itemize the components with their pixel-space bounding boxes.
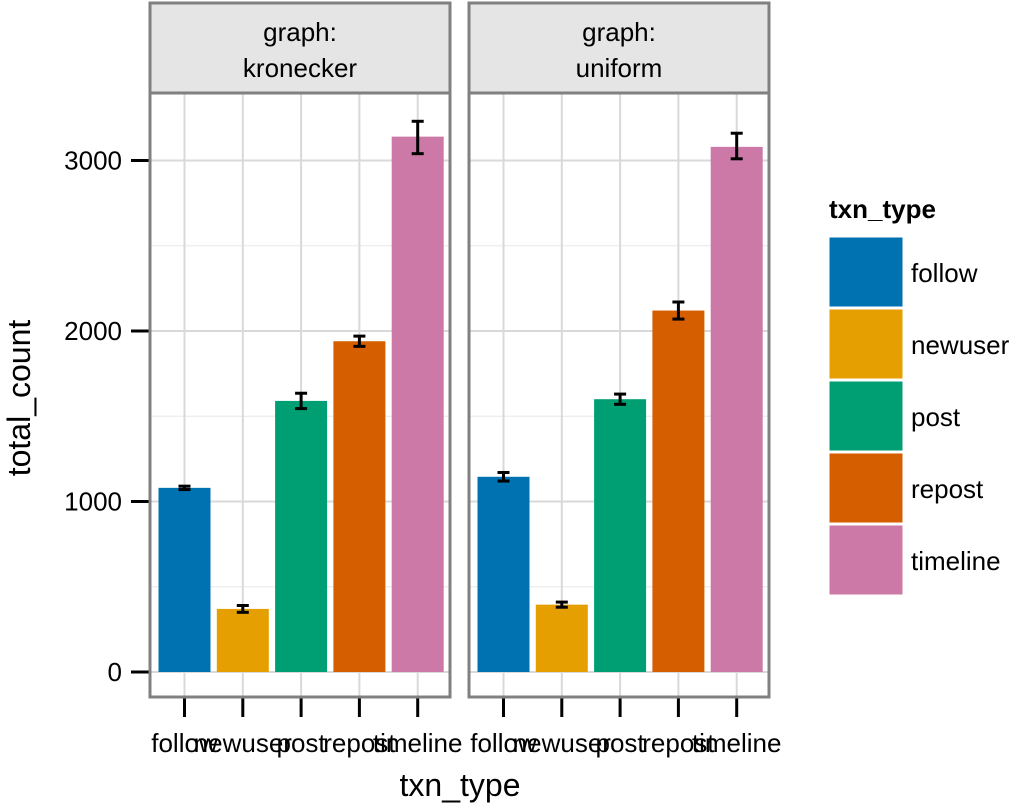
bar-post (594, 399, 647, 672)
y-axis-title: total_count (1, 320, 37, 477)
facet-panel-0: graph: kronecker follownewuserpostrepostti… (148, 1, 463, 758)
facet-strip (148, 1, 452, 95)
error-bar-post (295, 391, 308, 411)
x-axis-title: txn_type (400, 767, 521, 803)
x-tick-label: repost (642, 728, 715, 758)
facet-strip-label: graph: (263, 17, 337, 47)
bar-follow (477, 476, 530, 672)
facet-strip-label: uniform (576, 53, 663, 83)
error-bar-timeline (730, 131, 743, 161)
x-tick-label: post (277, 728, 327, 758)
legend-label: repost (911, 474, 984, 504)
legend-key-follow (828, 236, 904, 308)
legend-key-post (828, 380, 904, 452)
error-bar-newuser (236, 604, 249, 614)
bar-newuser (216, 608, 269, 672)
x-tick-label: follow (151, 728, 218, 758)
x-tick-label: follow (470, 728, 537, 758)
x-tick-label: newuser (194, 728, 293, 758)
x-tick-label: timeline (692, 728, 782, 758)
facet-panel-1: graph: uniform follownewuserpostreposttime… (467, 1, 782, 758)
legend-title: txn_type (829, 194, 936, 224)
facet-strip-label: graph: (582, 17, 656, 47)
error-bar-repost (353, 334, 366, 348)
facet-strip (467, 1, 771, 95)
legend-key-newuser (828, 308, 904, 380)
y-tick-label: 3000 (64, 146, 122, 176)
error-bar-follow (497, 471, 510, 483)
x-tick-label: newuser (513, 728, 612, 758)
bar-timeline (710, 146, 763, 673)
plot-panel-border (148, 91, 452, 699)
error-bar-newuser (555, 600, 568, 609)
bar-repost (652, 310, 705, 672)
x-tick-label: post (596, 728, 646, 758)
bar-repost (333, 341, 386, 672)
legend-label: follow (911, 258, 978, 288)
legend-label: post (911, 402, 961, 432)
plot-panel-border (467, 91, 771, 699)
bar-newuser (535, 604, 588, 672)
facet-strip-label: kronecker (243, 53, 357, 83)
error-bar-post (614, 392, 627, 406)
bar-post (275, 400, 328, 672)
legend-key-repost (828, 452, 904, 524)
x-tick-label: repost (323, 728, 396, 758)
legend-label: timeline (911, 546, 1001, 576)
y-tick-label: 2000 (64, 316, 122, 346)
legend-label: newuser (911, 330, 1010, 360)
legend-key-timeline (828, 524, 904, 596)
error-bar-timeline (411, 119, 424, 156)
error-bar-repost (672, 300, 685, 321)
error-bar-follow (178, 484, 191, 492)
y-tick-label: 1000 (64, 487, 122, 517)
bar-follow (158, 487, 211, 672)
x-tick-label: timeline (373, 728, 463, 758)
bar-timeline (391, 136, 444, 672)
y-tick-label: 0 (108, 657, 122, 687)
